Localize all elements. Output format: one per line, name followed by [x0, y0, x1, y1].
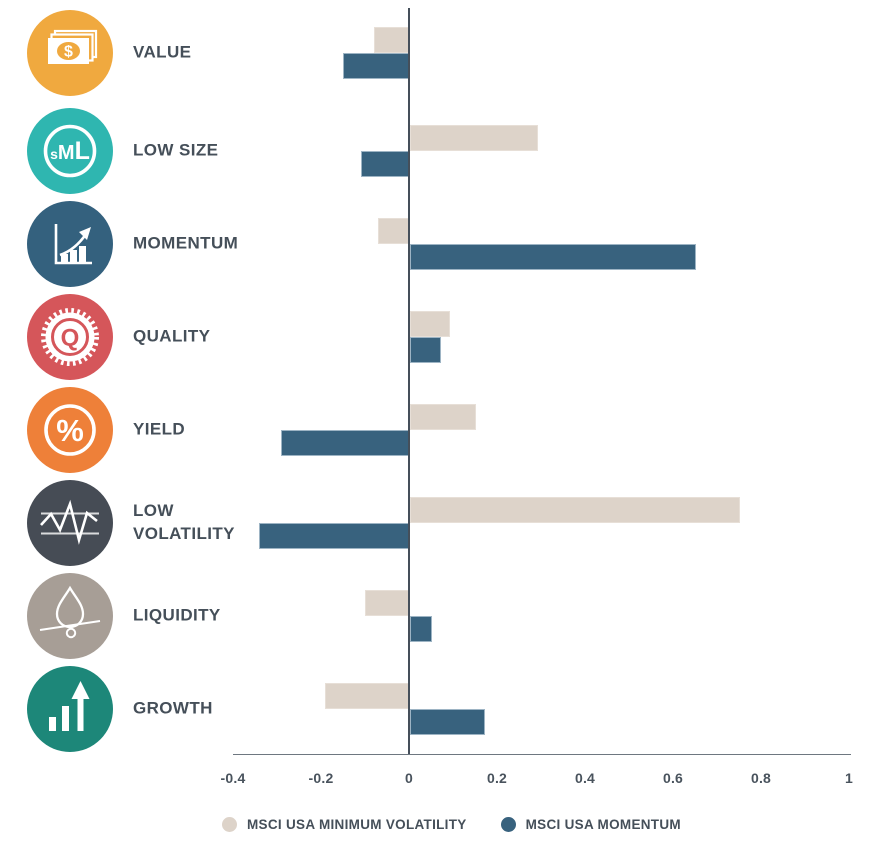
bar-low-size-series-1: [360, 151, 409, 177]
bar-growth-series-1: [410, 709, 485, 735]
factor-label-momentum: MOMENTUM: [133, 233, 239, 253]
zero-axis-line: [408, 8, 410, 754]
bar-liquidity-series-0: [365, 590, 409, 616]
bar-yield-series-0: [410, 404, 476, 430]
bar-momentum-series-1: [410, 244, 696, 270]
droplet-balance-icon: [27, 573, 113, 659]
small-mid-large-icon: sML: [27, 108, 113, 194]
factor-label-yield: YIELD: [133, 419, 186, 439]
percent-icon: %: [27, 387, 113, 473]
svg-text:$: $: [64, 44, 73, 61]
x-tick-0.4: 0.4: [574, 770, 596, 786]
chart-legend: MSCI USA MINIMUM VOLATILITY MSCI USA MOME…: [222, 817, 681, 832]
quality-seal-icon: Q: [27, 294, 113, 380]
bar-momentum-series-0: [378, 218, 409, 244]
bar-growth-series-0: [325, 683, 409, 709]
legend-swatch-icon: [500, 817, 516, 832]
bar-yield-series-1: [281, 430, 409, 456]
x-tick-0.2: 0.2: [486, 770, 508, 786]
svg-text:sML: sML: [50, 137, 90, 165]
bar-low-volatility-series-0: [410, 497, 740, 523]
factor-label-quality: QUALITY: [133, 326, 211, 346]
x-tick-0: 0: [405, 770, 413, 786]
volatility-wave-icon: [27, 480, 113, 566]
factor-label-liquidity: LIQUIDITY: [133, 605, 221, 625]
growth-bars-icon: [27, 666, 113, 752]
bar-low-size-series-0: [410, 125, 538, 151]
bar-value-series-1: [343, 53, 409, 79]
x-axis-line: [233, 754, 851, 755]
factor-label-growth: GROWTH: [133, 698, 213, 718]
legend-swatch-icon: [222, 817, 237, 832]
x-tick--0.2: -0.2: [308, 770, 334, 786]
legend-label: MSCI USA MINIMUM VOLATILITY: [247, 817, 467, 832]
svg-text:%: %: [56, 413, 84, 448]
money-icon: $: [27, 10, 113, 96]
x-tick-0.8: 0.8: [750, 770, 772, 786]
x-tick--0.4: -0.4: [220, 770, 246, 786]
bar-liquidity-series-1: [410, 616, 432, 642]
legend-label: MSCI USA MOMENTUM: [525, 817, 681, 832]
bar-quality-series-0: [410, 311, 450, 337]
rising-chart-icon: [27, 201, 113, 287]
factor-label-low-size: LOW SIZE: [133, 140, 219, 160]
factor-label-low-volatility: LOW VOLATILITY: [133, 501, 235, 543]
legend-item-1: MSCI USA MOMENTUM: [500, 817, 681, 832]
svg-text:Q: Q: [61, 325, 80, 352]
x-tick-1: 1: [845, 770, 853, 786]
legend-item-0: MSCI USA MINIMUM VOLATILITY: [222, 817, 467, 832]
bar-value-series-0: [373, 27, 409, 53]
bar-quality-series-1: [410, 337, 441, 363]
factor-label-value: VALUE: [133, 42, 192, 62]
x-tick-0.6: 0.6: [662, 770, 684, 786]
bar-low-volatility-series-1: [259, 523, 409, 549]
